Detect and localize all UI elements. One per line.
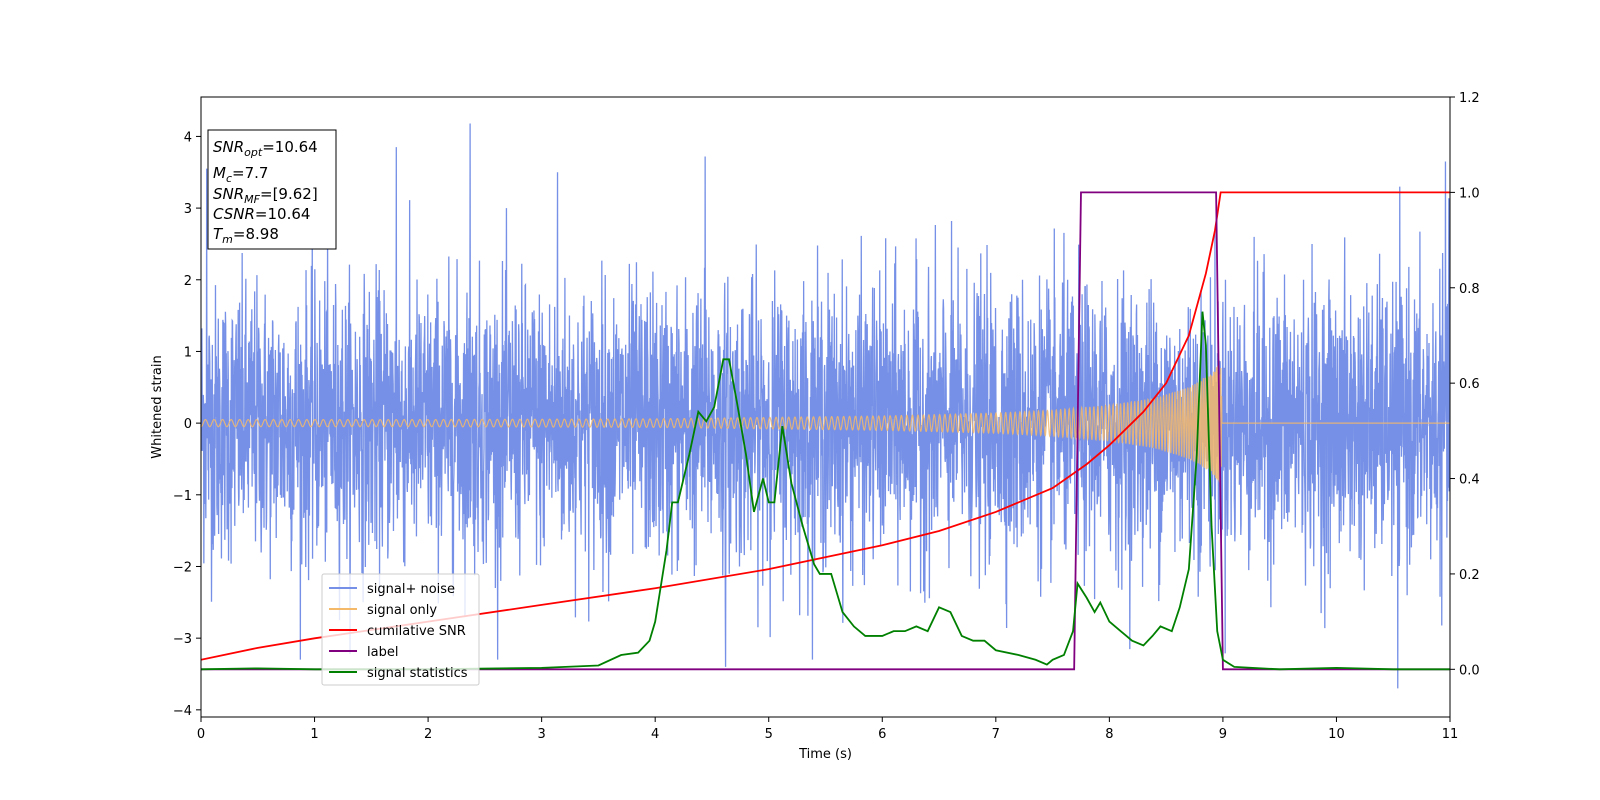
signal-only-series	[201, 365, 1450, 483]
legend-label: cumilative SNR	[367, 624, 466, 639]
y-left-tick-label: 3	[184, 202, 192, 217]
signal-only-line	[201, 365, 1450, 483]
x-tick-label: 9	[1219, 727, 1227, 742]
annotation-box: SNRopt=10.64 Mc=7.7 SNRMF=[9.62] CSNR=10…	[207, 129, 337, 250]
signal-statistics-line	[201, 311, 1450, 671]
x-axis: 0 1 2 3 4 5 6 7 8 9 10 11	[197, 717, 1458, 742]
svg-text:SNRMF=[9.62]: SNRMF=[9.62]	[213, 185, 318, 206]
tm-sub: m	[222, 233, 233, 246]
legend-label: signal+ noise	[367, 582, 455, 597]
x-tick-label: 1	[310, 727, 318, 742]
x-tick-label: 6	[878, 727, 886, 742]
y-right-tick-label: 0.6	[1459, 377, 1480, 392]
csnr-value: =10.64	[255, 205, 311, 223]
csnr-label: CSNR	[213, 205, 255, 223]
svg-text:Tm=8.98: Tm=8.98	[213, 225, 279, 246]
y-right-tick-label: 0.0	[1459, 663, 1480, 678]
svg-text:CSNR=10.64: CSNR=10.64	[213, 205, 310, 223]
legend-label: signal statistics	[367, 666, 468, 681]
y-right-tick-label: 1.2	[1459, 91, 1480, 106]
y-right-tick-label: 1.0	[1459, 186, 1480, 201]
y-left-tick-label: −3	[173, 632, 192, 647]
y-left-tick-label: −2	[173, 560, 192, 575]
x-tick-label: 5	[765, 727, 773, 742]
snr-opt-label: SNR	[213, 138, 244, 156]
tm-value: =8.98	[233, 225, 279, 243]
y-axis-left: −4 −3 −2 −1 0 1 2 3 4	[173, 130, 201, 719]
x-tick-label: 11	[1442, 727, 1459, 742]
legend-label: label	[367, 645, 398, 660]
y-axis-label: Whitened strain	[150, 355, 165, 458]
x-tick-label: 4	[651, 727, 659, 742]
snr-mf-label: SNR	[213, 185, 244, 203]
label-line	[201, 191, 1450, 671]
mc-label: M	[213, 164, 226, 182]
snr-opt-value: =10.64	[262, 138, 318, 156]
y-right-tick-label: 0.8	[1459, 282, 1480, 297]
x-axis-label: Time (s)	[798, 747, 852, 762]
y-left-tick-label: −1	[173, 489, 192, 504]
x-tick-label: 10	[1328, 727, 1345, 742]
mc-value: =7.7	[232, 164, 268, 182]
x-tick-label: 3	[537, 727, 545, 742]
snr-mf-value: =[9.62]	[260, 185, 318, 203]
x-tick-label: 0	[197, 727, 205, 742]
y-left-tick-label: 2	[184, 274, 192, 289]
y-right-tick-label: 0.2	[1459, 568, 1480, 583]
snr-opt-sub: opt	[244, 146, 263, 159]
svg-text:SNRopt=10.64: SNRopt=10.64	[213, 138, 318, 159]
y-axis-right: 0.0 0.2 0.4 0.6 0.8 1.0 1.2	[1450, 91, 1480, 678]
legend: signal+ noise signal only cumilative SNR la…	[321, 573, 480, 686]
svg-text:Mc=7.7: Mc=7.7	[213, 164, 268, 185]
y-left-tick-label: 0	[184, 417, 192, 432]
x-tick-label: 8	[1105, 727, 1113, 742]
y-right-tick-label: 0.4	[1459, 473, 1480, 488]
legend-label: signal only	[367, 603, 437, 618]
plot-frame	[200, 96, 1451, 718]
y-left-tick-label: 4	[184, 130, 192, 145]
x-tick-label: 2	[424, 727, 432, 742]
y-left-tick-label: −4	[173, 704, 192, 719]
tm-label: T	[213, 225, 224, 243]
snr-mf-sub: MF	[244, 193, 260, 206]
y-left-tick-label: 1	[184, 345, 192, 360]
x-tick-label: 7	[992, 727, 1000, 742]
mc-sub: c	[226, 172, 232, 185]
